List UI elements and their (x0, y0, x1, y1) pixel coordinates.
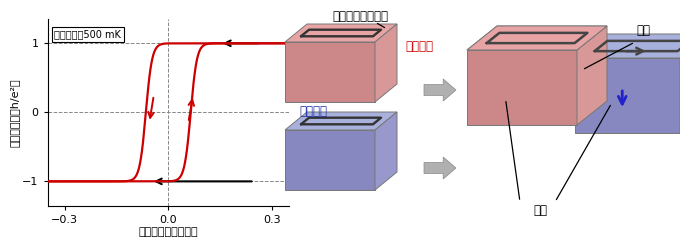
Polygon shape (375, 112, 397, 190)
X-axis label: 印加磁場（テスラ）: 印加磁場（テスラ） (139, 227, 198, 237)
Polygon shape (285, 112, 397, 130)
Polygon shape (285, 130, 375, 190)
Polygon shape (575, 34, 680, 58)
Text: 磁化：上: 磁化：上 (405, 40, 433, 53)
Text: 磁区: 磁区 (533, 203, 547, 217)
Y-axis label: ホール抵抗（h/e²）: ホール抵抗（h/e²） (10, 78, 20, 147)
Polygon shape (285, 42, 375, 102)
Polygon shape (424, 157, 456, 179)
Text: 測定温度：500 mK: 測定温度：500 mK (54, 29, 121, 39)
Polygon shape (467, 50, 577, 125)
Polygon shape (575, 58, 680, 133)
Polygon shape (285, 24, 397, 42)
Polygon shape (577, 26, 607, 125)
Text: 磁化：䬋: 磁化：䬋 (299, 105, 327, 118)
Polygon shape (467, 26, 607, 50)
Text: 磁壁: 磁壁 (636, 23, 650, 37)
Polygon shape (424, 79, 456, 101)
Polygon shape (467, 26, 607, 50)
Text: トポロジカル電流: トポロジカル電流 (332, 10, 388, 23)
Polygon shape (375, 24, 397, 102)
